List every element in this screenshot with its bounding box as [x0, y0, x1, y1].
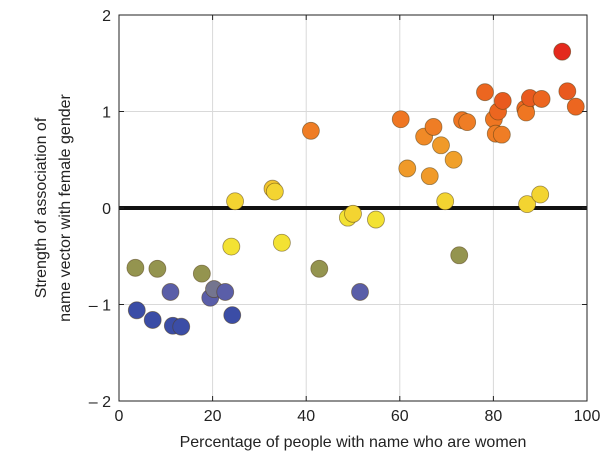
y-tick-label: 2 [102, 8, 111, 25]
data-point [310, 259, 329, 278]
y-tick-label: 1 [102, 105, 111, 122]
data-point [436, 192, 455, 211]
x-tick-label: 40 [297, 408, 315, 425]
data-point [301, 121, 320, 140]
x-axis-title: Percentage of people with name who are w… [180, 434, 527, 451]
data-point [192, 264, 211, 283]
data-point [223, 306, 242, 325]
data-point [476, 83, 494, 102]
data-point [444, 150, 463, 169]
data-point [566, 97, 585, 116]
data-point [458, 113, 477, 132]
data-point [558, 82, 577, 101]
y-axis-title-line-2: name vector with female gender [57, 93, 74, 321]
data-point [143, 311, 162, 329]
data-point [518, 195, 536, 214]
data-point [424, 118, 443, 136]
y-tick-label: – 1 [89, 298, 111, 315]
data-point [420, 167, 439, 186]
y-axis-title: Strength of association of name vector w… [33, 93, 74, 321]
y-tick-label: 0 [102, 201, 111, 218]
data-point [127, 301, 146, 320]
data-point [531, 185, 550, 204]
data-point [216, 283, 235, 301]
data-point [493, 91, 512, 110]
data-point [222, 237, 241, 256]
data-point [265, 182, 284, 201]
x-tick-label: 60 [391, 408, 409, 425]
y-tick-label: – 2 [89, 394, 111, 411]
x-tick-label: 100 [574, 408, 601, 425]
data-point [553, 42, 572, 61]
tick-marks [118, 14, 588, 402]
data-point [532, 90, 551, 108]
data-point [226, 192, 244, 211]
data-point [126, 258, 145, 277]
data-point [351, 283, 369, 301]
data-point [432, 136, 450, 155]
x-tick-labels: 0 20 40 60 80 100 [115, 408, 601, 425]
data-point [391, 110, 410, 129]
x-tick-label: 80 [485, 408, 503, 425]
data-points [126, 42, 585, 336]
y-axis-title-line-1: Strength of association of [33, 117, 50, 298]
y-tick-labels: – 2 – 1 0 1 2 [89, 8, 111, 411]
data-point [398, 159, 417, 178]
data-point [367, 210, 385, 229]
x-tick-label: 20 [204, 408, 222, 425]
data-point [272, 233, 291, 252]
data-point [344, 204, 362, 223]
data-point [492, 125, 511, 144]
x-tick-label: 0 [115, 408, 124, 425]
data-point [172, 317, 191, 336]
data-point [148, 259, 167, 278]
data-point [161, 283, 180, 301]
data-point [450, 246, 469, 265]
